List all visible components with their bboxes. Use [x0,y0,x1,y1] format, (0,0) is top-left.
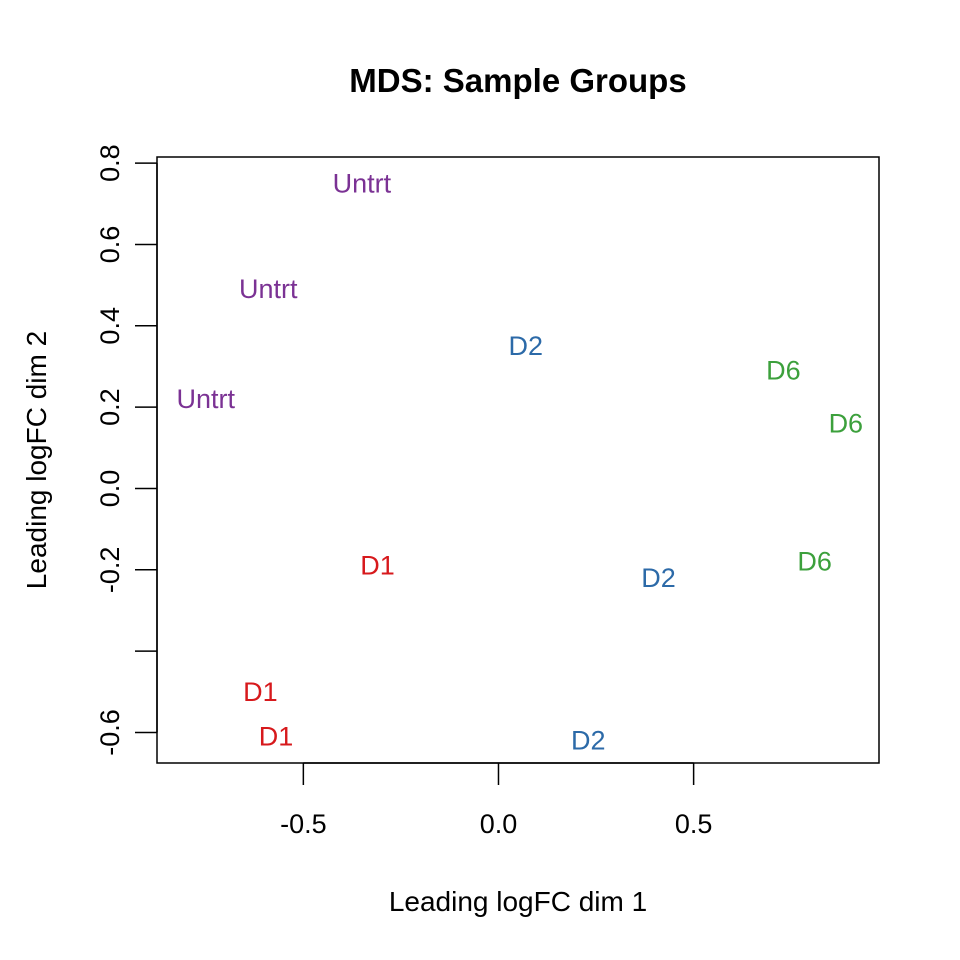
point-label-d1: D1 [360,551,395,581]
x-tick-label: 0.0 [480,809,518,839]
point-label-d2: D2 [509,331,544,361]
chart-title: MDS: Sample Groups [349,62,686,99]
point-label-d1: D1 [259,722,294,752]
point-label-d2: D2 [571,726,606,756]
y-tick-label: 0.8 [95,144,125,182]
point-label-d2: D2 [641,563,676,593]
y-tick-label: 0.0 [95,470,125,508]
point-label-untrt: Untrt [239,274,298,304]
point-label-d6: D6 [766,356,801,386]
x-tick-label: -0.5 [280,809,327,839]
data-points: Untrt Untrt Untrt D2 D6 D6 D1 D2 D6 D1 D1 D2 [177,168,864,755]
point-label-d6: D6 [829,408,864,438]
x-axis: -0.5 0.0 0.5 [280,762,713,839]
point-label-untrt: Untrt [333,168,392,198]
y-axis-label: Leading logFC dim 2 [21,331,52,589]
x-tick-label: 0.5 [675,809,713,839]
y-axis: -0.6 -0.2 0.0 0.2 0.4 0.6 0.8 [95,144,158,756]
point-label-untrt: Untrt [177,384,236,414]
point-label-d6: D6 [797,547,832,577]
plot-area [156,156,880,764]
y-tick-label: -0.2 [95,547,125,594]
y-tick-label: 0.6 [95,226,125,264]
y-tick-label: 0.4 [95,307,125,345]
y-tick-label: 0.2 [95,388,125,426]
y-tick-label: -0.6 [95,709,125,756]
point-label-d1: D1 [243,677,278,707]
x-axis-label: Leading logFC dim 1 [389,886,647,917]
